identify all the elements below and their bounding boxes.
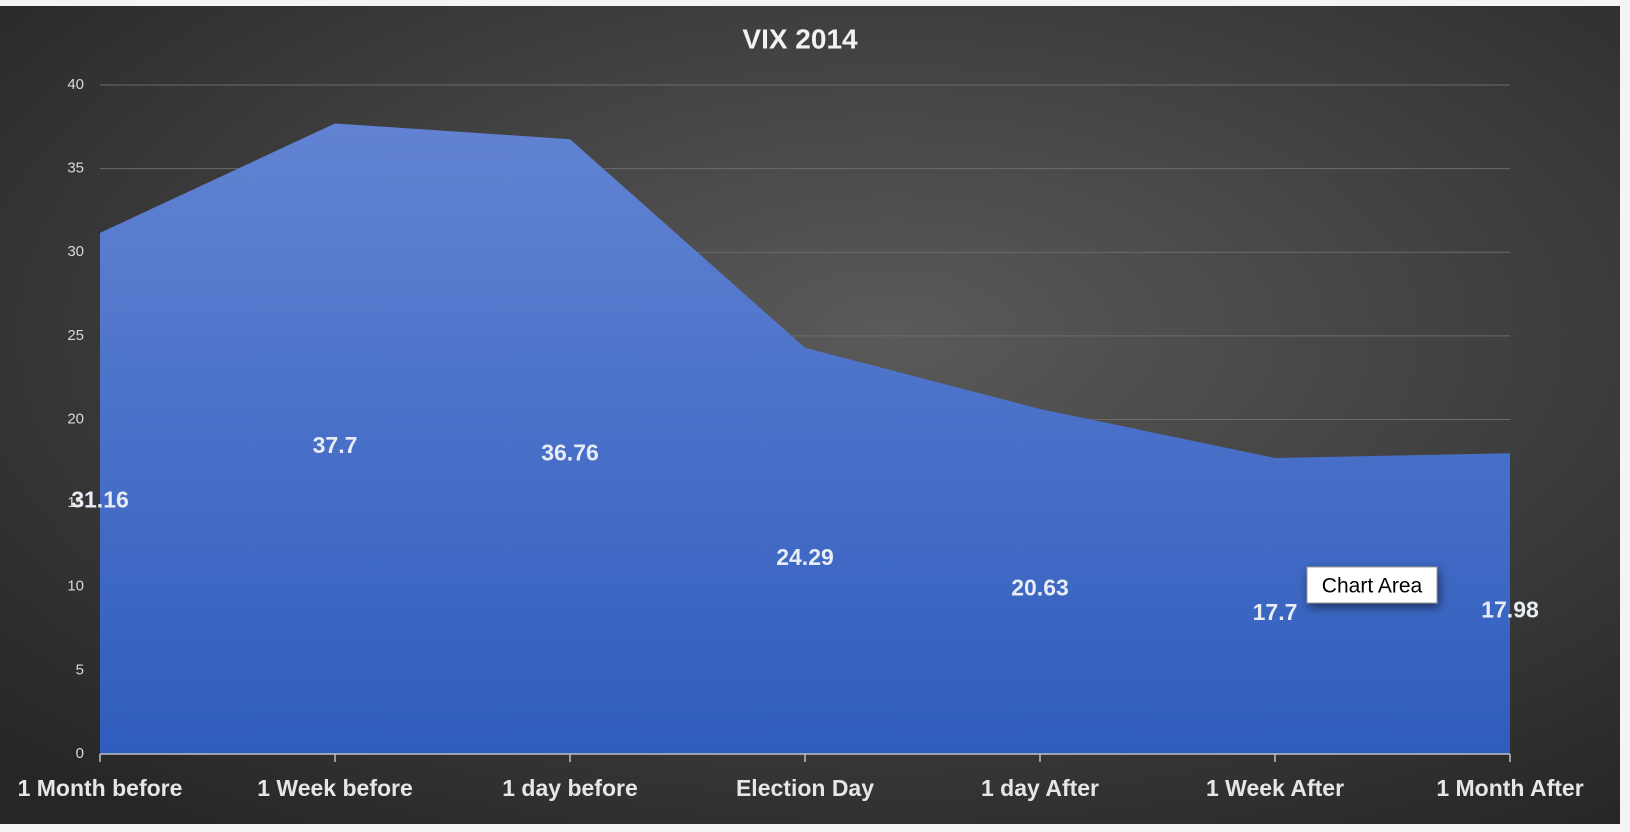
data-label: 20.63: [1011, 575, 1069, 601]
data-label: 37.7: [313, 432, 358, 458]
tooltip-text: Chart Area: [1322, 575, 1423, 598]
x-tick-label: Election Day: [736, 775, 874, 801]
x-tick-label: 1 day before: [502, 775, 638, 801]
data-label: 31.16: [71, 487, 129, 513]
y-tick-label: 30: [67, 243, 84, 260]
y-tick-label: 20: [67, 410, 84, 427]
data-label: 24.29: [776, 544, 834, 570]
y-tick-label: 0: [76, 745, 84, 762]
x-tick-label: 1 Month After: [1436, 775, 1583, 801]
y-tick-label: 15: [67, 494, 84, 511]
y-tick-label: 40: [67, 76, 84, 93]
y-tick-label: 5: [76, 661, 84, 678]
x-tick-label: 1 day After: [981, 775, 1099, 801]
data-label: 17.7: [1253, 599, 1298, 625]
data-label: 17.98: [1481, 597, 1539, 623]
tooltip-box: [1306, 566, 1438, 604]
y-tick-label: 25: [67, 327, 84, 344]
x-tick-label: 1 Week After: [1206, 775, 1344, 801]
plot: 0 5 10 15 20 25 30 35 40 31.16 37.7 36.76 24.29 20.63…: [18, 76, 1584, 801]
chart-title: VIX 2014: [742, 23, 858, 54]
y-tick-label: 10: [67, 578, 84, 595]
x-tick-label: 1 Week before: [257, 775, 413, 801]
y-tick-label: 35: [67, 160, 84, 177]
x-tick-label: 1 Month before: [18, 775, 183, 801]
tooltip: [1306, 566, 1438, 604]
area: [100, 123, 1510, 754]
data-label: 36.76: [541, 440, 599, 466]
